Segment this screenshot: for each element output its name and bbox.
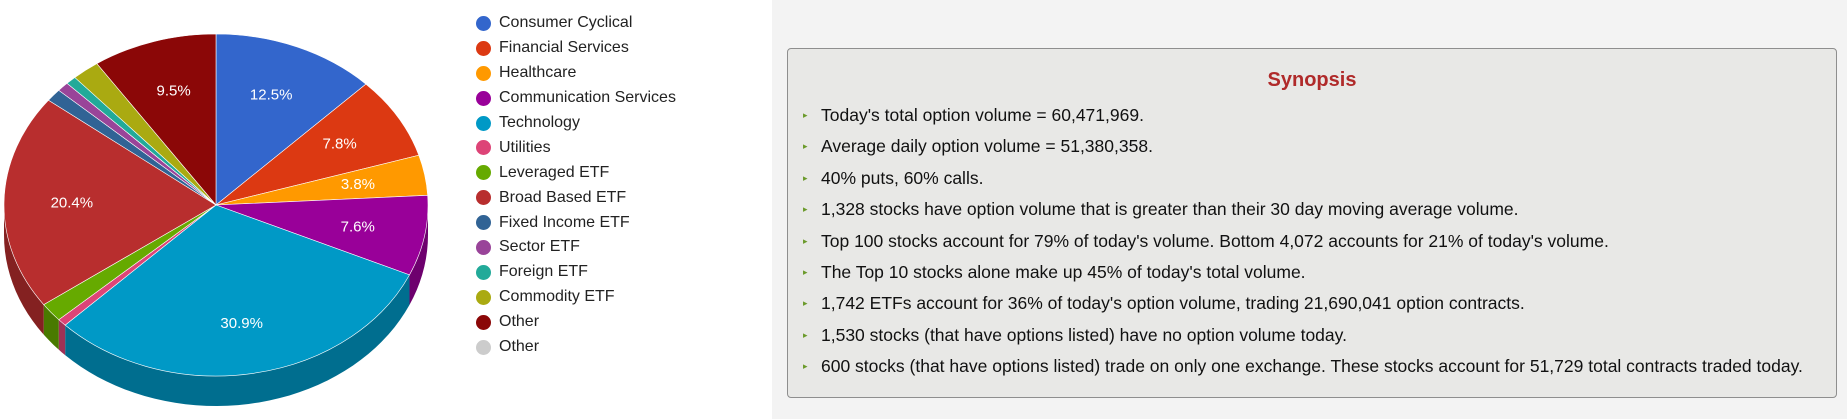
legend-item-healthcare-2: Healthcare xyxy=(476,61,676,86)
legend-item-sector-etf-9: Sector ETF xyxy=(476,235,676,260)
pie-slice-consumer-cyclical-0 xyxy=(215,33,367,206)
legend-label: Leveraged ETF xyxy=(499,163,610,181)
legend-item-financial-services-1: Financial Services xyxy=(476,36,676,61)
legend-label: Broad Based ETF xyxy=(499,188,627,206)
synopsis-item-4: ▸ 1,328 stocks have option volume that is… xyxy=(803,194,1836,225)
legend-swatch xyxy=(476,90,491,106)
legend-swatch xyxy=(476,289,491,305)
synopsis-item-text: Top 100 stocks account for 79% of today'… xyxy=(821,230,1609,251)
legend-swatch xyxy=(476,15,491,31)
legend-item-other-12: Other xyxy=(476,310,676,335)
bullet-arrow-icon: ▸ xyxy=(803,329,808,340)
legend-swatch xyxy=(476,140,491,156)
synopsis-item-text: 1,530 stocks (that have options listed) … xyxy=(821,324,1347,345)
pie-slice-technology-4 xyxy=(64,204,410,377)
legend-swatch xyxy=(476,115,491,131)
legend-item-utilities-5: Utilities xyxy=(476,135,676,160)
bullet-arrow-icon: ▸ xyxy=(803,110,808,120)
synopsis-item-9: ▸ 600 stocks (that have options listed) t… xyxy=(803,351,1836,382)
legend-label: Fixed Income ETF xyxy=(499,213,630,231)
right-panel: Synopsis ▸ Today's total option volume = … xyxy=(772,0,1847,419)
synopsis-item-8: ▸ 1,530 stocks (that have options listed)… xyxy=(803,320,1836,351)
bullet-arrow-icon: ▸ xyxy=(803,172,808,183)
pie-label-broad-based-etf-7: 20.4% xyxy=(51,195,94,212)
pie-label-other-12: 9.5% xyxy=(157,83,191,100)
pie-labels: 12.5% 7.8% 3.8% 7.6% 30.9% 20.4% 9.5% xyxy=(51,83,375,332)
pie-label-consumer-cyclical-0: 12.5% xyxy=(250,86,293,103)
legend-swatch xyxy=(476,239,491,255)
legend-item-communication-services-3: Communication Services xyxy=(476,86,676,111)
pie-label-technology-4: 30.9% xyxy=(220,315,263,332)
legend-label: Foreign ETF xyxy=(499,263,588,281)
synopsis-item-text: Average daily option volume = 51,380,358… xyxy=(821,136,1153,157)
synopsis-item-text: 40% puts, 60% calls. xyxy=(821,167,984,188)
synopsis-item-text: The Top 10 stocks alone make up 45% of t… xyxy=(821,261,1306,282)
pie-label-financial-services-1: 7.8% xyxy=(323,135,357,152)
synopsis-item-text: 600 stocks (that have options listed) tr… xyxy=(821,356,1803,377)
legend-item-broad-based-etf-7: Broad Based ETF xyxy=(476,185,676,210)
legend: Consumer Cyclical Financial Services Healt… xyxy=(476,11,676,359)
bullet-arrow-icon: ▸ xyxy=(803,235,808,246)
synopsis-item-text: 1,328 stocks have option volume that is … xyxy=(821,199,1519,220)
legend-label: Consumer Cyclical xyxy=(499,14,633,32)
legend-swatch xyxy=(476,314,491,330)
legend-swatch xyxy=(476,215,491,231)
bullet-arrow-icon: ▸ xyxy=(803,266,808,277)
legend-swatch xyxy=(476,264,491,280)
bullet-arrow-icon: ▸ xyxy=(803,298,808,309)
synopsis-item-1: ▸ Today's total option volume = 60,471,96… xyxy=(803,100,1836,131)
legend-label: Utilities xyxy=(499,138,551,156)
synopsis-list: ▸ Today's total option volume = 60,471,96… xyxy=(788,100,1836,383)
synopsis-item-5: ▸ Top 100 stocks account for 79% of today… xyxy=(803,226,1836,257)
bullet-arrow-icon: ▸ xyxy=(803,141,808,152)
synopsis-item-7: ▸ 1,742 ETFs account for 36% of today's o… xyxy=(803,288,1836,319)
synopsis-item-6: ▸ The Top 10 stocks alone make up 45% of … xyxy=(803,257,1836,288)
pie-label-healthcare-2: 3.8% xyxy=(341,176,375,193)
synopsis-item-text: Today's total option volume = 60,471,969… xyxy=(821,105,1144,125)
legend-item-commodity-etf-11: Commodity ETF xyxy=(476,285,676,310)
pie-top xyxy=(3,33,429,377)
pie-label-communication-services-3: 7.6% xyxy=(341,219,375,236)
legend-label: Communication Services xyxy=(499,89,676,107)
legend-label: Sector ETF xyxy=(499,238,580,256)
legend-swatch xyxy=(476,65,491,81)
legend-item-fixed-income-etf-8: Fixed Income ETF xyxy=(476,210,676,235)
legend-label: Financial Services xyxy=(499,39,629,57)
legend-label: Other xyxy=(499,338,540,356)
synopsis-panel: Synopsis ▸ Today's total option volume = … xyxy=(787,48,1837,398)
chart-panel: 12.5% 7.8% 3.8% 7.6% 30.9% 20.4% 9.5% Consumer… xyxy=(0,0,772,419)
legend-item-foreign-etf-10: Foreign ETF xyxy=(476,260,676,285)
legend-label: Technology xyxy=(499,114,580,131)
legend-label: Other xyxy=(499,313,540,331)
pie-slice-broad-based-etf-7 xyxy=(3,99,217,306)
legend-item-consumer-cyclical-0: Consumer Cyclical xyxy=(476,11,676,36)
pie-side-leveraged-etf-6 xyxy=(43,304,59,350)
pie-slice-financial-services-1 xyxy=(215,83,420,206)
legend-swatch xyxy=(476,190,491,206)
legend-label: Commodity ETF xyxy=(499,288,615,306)
legend-item-other-13: Other xyxy=(476,335,676,360)
pie-chart: 12.5% 7.8% 3.8% 7.6% 30.9% 20.4% 9.5% xyxy=(3,33,429,406)
synopsis-item-text: 1,742 ETFs account for 36% of today's op… xyxy=(821,293,1525,314)
pie-side-broad-based-etf-7 xyxy=(4,205,44,335)
pie-slice-communication-services-3 xyxy=(215,195,429,276)
legend-swatch xyxy=(476,339,491,355)
synopsis-item-2: ▸ Average daily option volume = 51,380,35… xyxy=(803,131,1836,162)
synopsis-item-3: ▸ 40% puts, 60% calls. xyxy=(803,163,1836,194)
pie-side-technology-4 xyxy=(65,274,410,406)
pie-slice-other-12 xyxy=(96,33,217,206)
legend-item-technology-4: Technology xyxy=(476,111,676,136)
bullet-arrow-icon: ▸ xyxy=(803,204,808,215)
legend-label: Healthcare xyxy=(499,64,577,82)
pie-side-utilities-5 xyxy=(58,319,66,356)
legend-item-leveraged-etf-6: Leveraged ETF xyxy=(476,160,676,185)
legend-swatch xyxy=(476,40,491,56)
bullet-arrow-icon: ▸ xyxy=(803,361,808,372)
synopsis-title: Synopsis xyxy=(1267,69,1357,91)
legend-swatch xyxy=(476,165,491,181)
